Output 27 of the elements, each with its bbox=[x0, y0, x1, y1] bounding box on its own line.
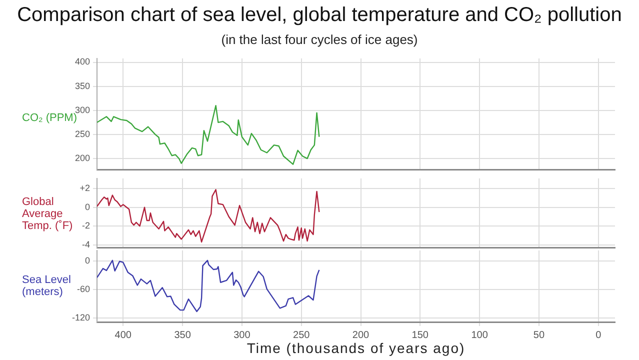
x-axis-title: Time (thousands of years ago) bbox=[246, 340, 466, 356]
chart-title: Comparison chart of sea level, global temperature and CO₂ pollution bbox=[16, 4, 623, 27]
y-tick-label: 350 bbox=[74, 80, 90, 91]
chart-subtitle: (in the last four cycles of ice ages) bbox=[220, 32, 419, 47]
y-tick-label: 250 bbox=[74, 128, 90, 139]
y-tick-label: 400 bbox=[74, 56, 90, 67]
y-tick-label: 200 bbox=[74, 153, 90, 164]
y-tick-label: +2 bbox=[80, 183, 90, 194]
y-tick-label: -4 bbox=[82, 239, 90, 250]
y-axis-title: Sea Level (meters) bbox=[22, 274, 72, 298]
x-tick-label: 150 bbox=[412, 330, 429, 341]
x-tick-label: 250 bbox=[293, 330, 310, 341]
y-tick-label: 0 bbox=[84, 202, 90, 212]
y-tick-label: 300 bbox=[74, 104, 90, 115]
x-tick-label: 100 bbox=[471, 330, 488, 341]
y-tick-label: -60 bbox=[76, 284, 90, 294]
y-tick-label: -2 bbox=[82, 220, 90, 231]
y-axis-title: CO₂ (PPM) bbox=[22, 112, 77, 124]
x-tick-label: 200 bbox=[352, 330, 370, 341]
x-tick-label: 50 bbox=[533, 330, 545, 341]
x-tick-label: 300 bbox=[234, 330, 251, 341]
y-axis-title: Global Average Temp. (˚F) bbox=[22, 196, 74, 232]
x-tick-label: 0 bbox=[596, 330, 602, 341]
x-tick-label: 350 bbox=[174, 330, 192, 341]
y-tick-label: 0 bbox=[84, 255, 90, 266]
x-tick-label: 400 bbox=[114, 330, 132, 341]
y-tick-label: -120 bbox=[72, 312, 90, 323]
